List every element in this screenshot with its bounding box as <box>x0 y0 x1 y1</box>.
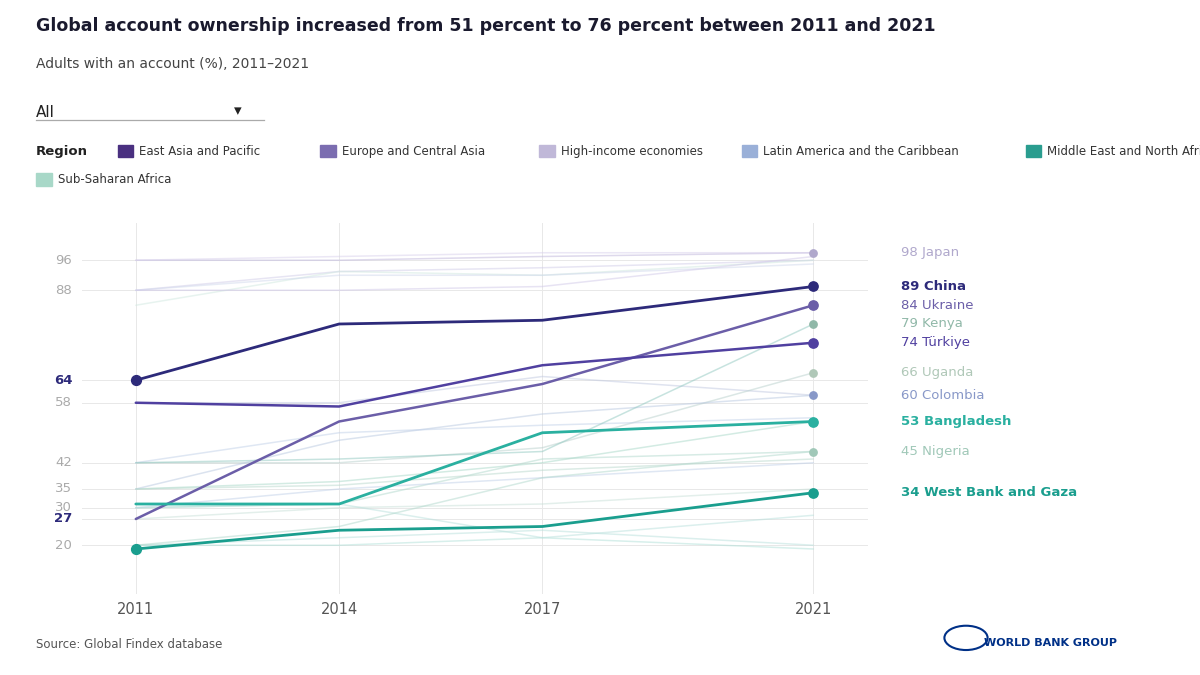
Point <box>804 487 823 498</box>
Text: 84 Ukraine: 84 Ukraine <box>901 299 974 312</box>
Point <box>804 338 823 348</box>
Text: Source: Global Findex database: Source: Global Findex database <box>36 639 222 651</box>
Text: 79 Kenya: 79 Kenya <box>901 317 964 331</box>
Text: 35: 35 <box>55 483 72 495</box>
Text: 89 China: 89 China <box>901 280 966 293</box>
Point <box>804 416 823 427</box>
Text: 42: 42 <box>55 456 72 469</box>
Point <box>804 281 823 292</box>
Text: 88: 88 <box>55 284 72 297</box>
Point <box>804 446 823 457</box>
Point <box>804 487 823 498</box>
Text: 53 Bangladesh: 53 Bangladesh <box>901 415 1012 428</box>
Text: All: All <box>36 105 55 119</box>
Text: Adults with an account (%), 2011–2021: Adults with an account (%), 2011–2021 <box>36 57 310 72</box>
Text: Sub-Saharan Africa: Sub-Saharan Africa <box>58 173 170 186</box>
Point <box>804 416 823 427</box>
Text: Region: Region <box>36 145 88 158</box>
Text: 74 Türkiye: 74 Türkiye <box>901 336 971 349</box>
Point <box>804 300 823 310</box>
Point <box>804 300 823 310</box>
Text: Middle East and North Africa: Middle East and North Africa <box>1048 144 1200 158</box>
Text: East Asia and Pacific: East Asia and Pacific <box>139 144 260 158</box>
Text: 58: 58 <box>55 396 72 409</box>
Text: 27: 27 <box>54 512 72 526</box>
Text: 34 West Bank and Gaza: 34 West Bank and Gaza <box>901 486 1078 500</box>
Text: Global account ownership increased from 51 percent to 76 percent between 2011 an: Global account ownership increased from … <box>36 17 936 35</box>
Text: 98 Japan: 98 Japan <box>901 246 960 259</box>
Text: 30: 30 <box>55 502 72 514</box>
Text: Europe and Central Asia: Europe and Central Asia <box>342 144 485 158</box>
Text: 20: 20 <box>55 539 72 551</box>
Text: Latin America and the Caribbean: Latin America and the Caribbean <box>763 144 959 158</box>
Point <box>804 281 823 292</box>
Text: 45 Nigeria: 45 Nigeria <box>901 445 971 458</box>
Point <box>126 375 145 385</box>
Text: 60 Colombia: 60 Colombia <box>901 389 985 402</box>
Text: 66 Uganda: 66 Uganda <box>901 367 974 379</box>
Text: 64: 64 <box>54 374 72 387</box>
Point <box>804 338 823 348</box>
Point <box>804 390 823 401</box>
Point <box>804 367 823 378</box>
Text: WORLD BANK GROUP: WORLD BANK GROUP <box>984 638 1117 648</box>
Text: 96: 96 <box>55 254 72 267</box>
Point <box>804 247 823 258</box>
Text: ▾: ▾ <box>234 103 241 118</box>
Point <box>804 319 823 329</box>
Point <box>126 543 145 554</box>
Text: High-income economies: High-income economies <box>560 144 703 158</box>
